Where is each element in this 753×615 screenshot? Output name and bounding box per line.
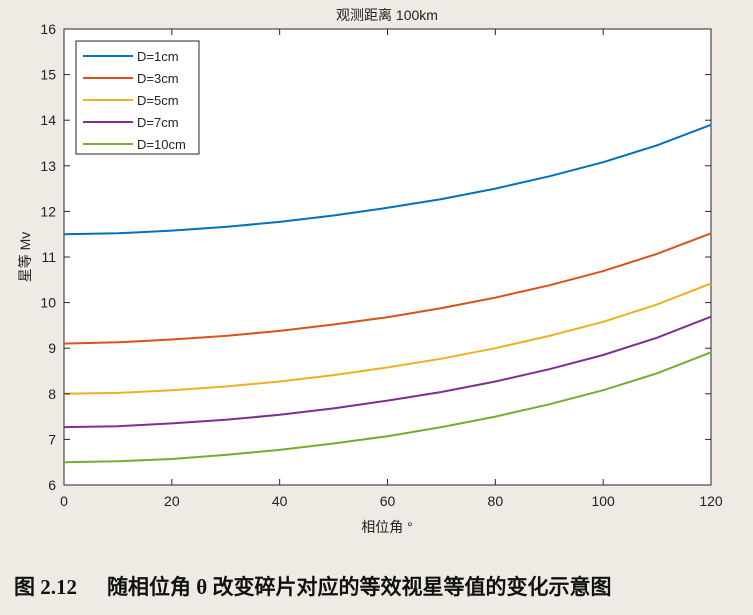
legend-label: D=1cm — [137, 49, 179, 64]
caption-number: 图 2.12 — [14, 574, 77, 599]
x-axis-label: 相位角 ° — [361, 519, 413, 535]
y-tick-label: 11 — [41, 249, 56, 265]
series-line-D=3cm — [63, 232, 712, 345]
legend-label: D=3cm — [137, 71, 179, 86]
y-tick-label: 6 — [48, 477, 56, 493]
legend-box — [75, 40, 200, 155]
y-axis-label: 星等 Mv — [17, 232, 33, 283]
y-tick-label: 12 — [40, 203, 56, 219]
y-tick-label: 13 — [40, 158, 56, 174]
x-tick-label: 0 — [60, 493, 68, 509]
legend-label: D=7cm — [137, 115, 179, 130]
y-tick-label: 10 — [40, 295, 56, 311]
x-tick-label: 120 — [699, 493, 723, 509]
y-tick-label: 8 — [48, 386, 56, 402]
x-tick-label: 60 — [380, 493, 396, 509]
series-line-D=10cm — [63, 351, 712, 464]
tick-layer: 0 20 40 60 80 100 120 6 7 8 9 10 11 12 13 14 15 16 — [40, 21, 722, 509]
y-tick-label: 15 — [40, 67, 56, 83]
legend-label: D=5cm — [137, 93, 179, 108]
series-line-D=1cm — [63, 123, 712, 236]
x-tick-label: 80 — [488, 493, 504, 509]
legend: D=1cm D=3cm D=5cm D=7cm D=10cm — [75, 40, 200, 155]
figure-caption: 图 2.12 随相位角 θ 改变碎片对应的等效视星等值的变化示意图 — [0, 556, 753, 615]
x-tick-label: 20 — [164, 493, 180, 509]
y-tick-label: 9 — [48, 340, 56, 356]
chart-title: 观测距离 100km — [336, 7, 438, 23]
caption-text: 随相位角 θ 改变碎片对应的等效视星等值的变化示意图 — [107, 574, 612, 599]
legend-label: D=10cm — [137, 137, 186, 152]
series-line-D=7cm — [63, 315, 712, 429]
y-tick-label: 14 — [40, 112, 56, 128]
y-tick-label: 16 — [40, 21, 56, 37]
y-tick-label: 7 — [48, 431, 56, 447]
series-line-D=5cm — [63, 282, 712, 395]
x-tick-label: 100 — [591, 493, 615, 509]
x-tick-label: 40 — [272, 493, 288, 509]
series-layer — [63, 123, 712, 464]
